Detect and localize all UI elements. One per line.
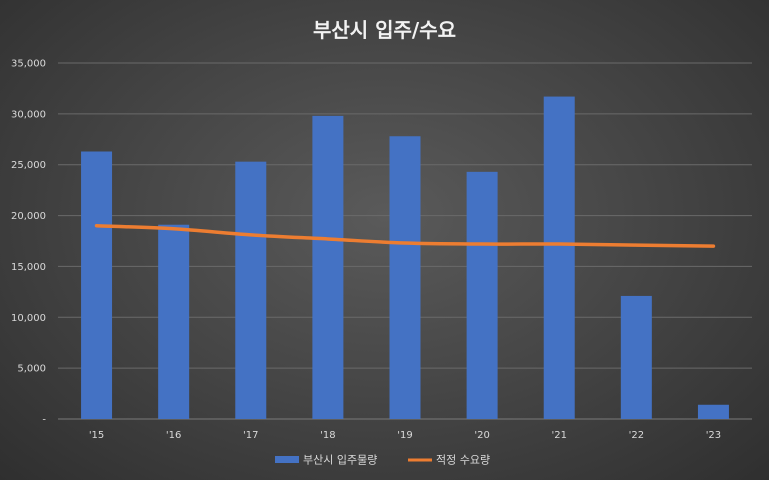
bar — [158, 224, 190, 419]
bar — [466, 171, 498, 419]
bar — [312, 115, 344, 420]
y-axis: - 5,000 10,000 15,000 20,000 25,000 30,000 35,0… — [11, 59, 46, 426]
y-tick-label: 20,000 — [11, 211, 46, 222]
y-tick-label: - — [42, 415, 46, 426]
bar — [81, 151, 113, 419]
bar — [697, 404, 729, 419]
bar — [543, 96, 575, 420]
legend-swatch-bar — [275, 456, 299, 463]
y-tick-label: 10,000 — [11, 313, 46, 324]
x-tick-label: '23 — [706, 430, 721, 441]
x-tick-label: '22 — [629, 430, 644, 441]
x-tick-label: '19 — [397, 430, 412, 441]
bar — [235, 161, 267, 420]
legend: 부산시 입주물량 적정 수요량 — [275, 454, 490, 467]
legend-label: 부산시 입주물량 — [303, 454, 377, 467]
y-tick-label: 25,000 — [11, 160, 46, 171]
bar-series — [81, 96, 729, 420]
line-series — [94, 223, 716, 248]
y-tick-label: 15,000 — [11, 262, 46, 273]
y-tick-label: 30,000 — [11, 109, 46, 120]
bar — [620, 295, 652, 419]
x-tick-label: '21 — [551, 430, 566, 441]
bar — [389, 136, 421, 419]
legend-label: 적정 수요량 — [436, 454, 490, 467]
x-tick-label: '17 — [243, 430, 258, 441]
x-tick-label: '18 — [320, 430, 335, 441]
x-tick-label: '20 — [474, 430, 489, 441]
chart-title: 부산시 입주/수요 — [312, 18, 457, 42]
y-tick-label: 35,000 — [11, 59, 46, 70]
y-tick-label: 5,000 — [17, 364, 46, 375]
x-tick-label: '16 — [166, 430, 181, 441]
x-axis: '15 '16 '17 '18 '19 '20 '21 '22 '23 — [89, 430, 721, 441]
x-tick-label: '15 — [89, 430, 104, 441]
